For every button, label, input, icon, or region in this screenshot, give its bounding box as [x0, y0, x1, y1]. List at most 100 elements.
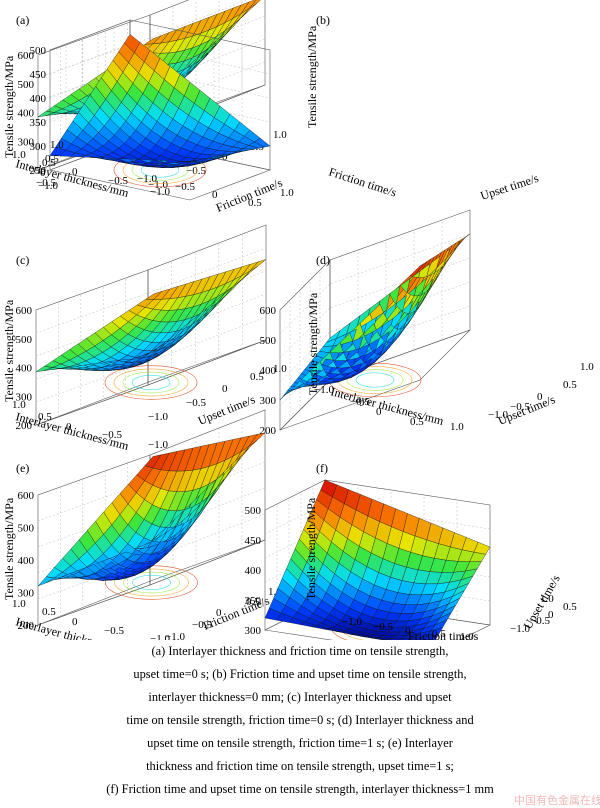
- y-tick-label: 0.5: [563, 601, 577, 613]
- grid-line: [37, 461, 266, 548]
- z-axis-label: Tensile strength/MPa: [306, 292, 320, 395]
- z-tick-label: 500: [18, 79, 35, 91]
- x-tick-label: −1.0: [148, 179, 168, 191]
- z-tick-label: 300: [16, 391, 33, 403]
- x-tick-label: 0.5: [246, 596, 260, 608]
- x-tick-label: −0.5: [192, 619, 212, 631]
- y-tick-label: 0.5: [45, 153, 59, 165]
- caption-line: (f) Friction time and upset time on tens…: [106, 782, 494, 796]
- contour-line: [122, 371, 180, 394]
- z-tick-label: 300: [260, 395, 277, 407]
- contour-line: [113, 368, 189, 397]
- y-tick-label: 1.0: [12, 598, 26, 610]
- z-tick-label: 500: [30, 45, 47, 57]
- z-tick-label: 400: [18, 108, 35, 120]
- axes-box: [279, 329, 471, 431]
- surface-patch: [279, 389, 294, 401]
- x-tick-label: 0.5: [248, 197, 262, 209]
- z-tick-label: 200: [18, 620, 35, 632]
- panel-label: (a): [16, 13, 29, 27]
- x-tick-label: −1.0: [488, 409, 508, 421]
- contour-line: [355, 372, 395, 388]
- axes-box: [37, 539, 266, 626]
- x-tick-label: 0.5: [563, 379, 577, 391]
- z-tick-label: 350: [245, 595, 262, 607]
- axes-box: [279, 259, 331, 431]
- y-tick-label: 1.0: [50, 139, 64, 151]
- x-tick-label: 0: [405, 625, 411, 637]
- caption-line: upset time on tensile strength, friction…: [147, 736, 453, 750]
- y-tick-label: −0.5: [104, 625, 124, 637]
- contour-line: [123, 571, 180, 594]
- y-tick-label: 0.5: [410, 416, 424, 428]
- y-axis-label: Friction time/s: [327, 165, 399, 200]
- caption-line: upset time=0 s; (b) Friction time and up…: [133, 667, 467, 681]
- z-tick-label: 400: [30, 93, 47, 105]
- z-axis-label: Tensile strength/MPa: [305, 25, 319, 128]
- z-axis-label: Tensile strength/MPa: [2, 299, 16, 402]
- y-tick-label: −1.0: [314, 384, 334, 396]
- surface-patch: [86, 579, 103, 581]
- x-tick-label: 0: [222, 383, 228, 395]
- surface-patch: [43, 367, 61, 371]
- z-tick-label: 500: [16, 334, 33, 346]
- z-tick-label: 600: [18, 490, 35, 502]
- axes-box: [35, 339, 267, 426]
- surface-patch: [412, 636, 428, 640]
- x-axis-label: Friction time/s: [201, 593, 272, 632]
- y-tick-label: 0.5: [42, 606, 56, 618]
- y-tick-label: −1.0: [510, 623, 530, 635]
- x-tick-label: −0.5: [373, 621, 393, 633]
- x-tick-label: −0.5: [186, 397, 206, 409]
- x-tick-label: 0.5: [432, 628, 446, 640]
- x-tick-label: −0.5: [510, 401, 530, 413]
- surface-patch: [387, 638, 404, 640]
- z-tick-label: 300: [245, 625, 262, 637]
- y-tick-label: 0: [66, 421, 72, 433]
- y-tick-label: 0: [72, 166, 78, 178]
- y-tick-label: 0: [40, 167, 46, 179]
- y-tick-label: 1.0: [12, 149, 26, 161]
- z-tick-label: 450: [245, 535, 262, 547]
- z-tick-label: 400: [18, 555, 35, 567]
- contour-line: [132, 574, 171, 590]
- grid-line: [279, 233, 471, 335]
- caption-line: thickness and friction time on tensile s…: [146, 759, 454, 773]
- z-tick-label: 450: [30, 69, 47, 81]
- grid-line: [37, 61, 266, 148]
- axes-box: [48, 139, 272, 201]
- surface-patch: [70, 577, 87, 580]
- y-tick-label: −1.0: [150, 633, 170, 640]
- z-tick-label: 250: [30, 165, 47, 177]
- z-tick-label: 300: [18, 136, 35, 148]
- grid-line: [37, 487, 266, 574]
- z-tick-label: 300: [30, 141, 47, 153]
- x-tick-label: 0: [537, 391, 543, 403]
- z-tick-label: 200: [16, 420, 33, 432]
- z-tick-label: 600: [18, 50, 35, 62]
- grid-line: [37, 513, 266, 600]
- panel-label: (c): [16, 253, 29, 267]
- contour-line: [104, 365, 198, 400]
- panel-label: (b): [316, 13, 330, 27]
- surface-patch: [371, 637, 388, 640]
- y-tick-label: −1.0: [38, 180, 58, 192]
- surface-patch: [37, 576, 55, 587]
- x-axis-label: Upset time/s: [479, 171, 541, 203]
- z-tick-label: 600: [260, 305, 277, 317]
- x-tick-label: 1.0: [273, 129, 287, 141]
- surface-patch: [102, 579, 119, 581]
- y-tick-label: −0.5: [108, 175, 128, 187]
- x-tick-label: 1.0: [580, 361, 594, 373]
- y-tick-label: −0.5: [350, 396, 370, 408]
- y-tick-label: 0: [72, 616, 78, 628]
- grid-line: [37, 38, 266, 125]
- x-tick-label: 0: [222, 151, 228, 163]
- caption-line: interlayer thickness=0 mm; (c) Interlaye…: [148, 690, 452, 704]
- surface-patch: [456, 233, 471, 248]
- z-tick-label: 400: [260, 365, 277, 377]
- contour-line: [114, 568, 189, 597]
